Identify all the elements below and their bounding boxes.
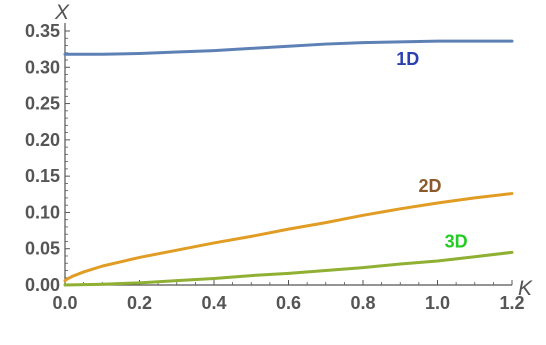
y-tick-label: 0.10 xyxy=(25,202,60,222)
series-labels: 1D 2D 3D xyxy=(396,49,467,251)
y-tick-label: 0.15 xyxy=(25,166,60,186)
x-tick-label: 1.2 xyxy=(499,293,524,313)
y-axis-label: X xyxy=(54,1,70,24)
x-tick-label: 0.4 xyxy=(201,293,226,313)
series-label-3d: 3D xyxy=(445,231,468,251)
series-line-1d xyxy=(63,39,514,56)
y-tick-label: 0.25 xyxy=(25,94,60,114)
x-axis-label: K xyxy=(518,277,533,300)
x-tick-label: 1.0 xyxy=(425,293,450,313)
series-label-2d: 2D xyxy=(419,176,442,196)
series-lines xyxy=(63,39,514,287)
x-tick-label: 0.0 xyxy=(52,293,77,313)
y-tick-label: 0.00 xyxy=(25,275,60,295)
x-tick-label: 0.8 xyxy=(350,293,375,313)
y-tick-label: 0.35 xyxy=(25,21,60,41)
y-tick-label: 0.20 xyxy=(25,130,60,150)
y-tick-label: 0.30 xyxy=(25,57,60,77)
ticks: 0.0 0.2 0.4 0.6 0.8 1.0 1.2 0.00 0.05 0.10 0.15 0.2… xyxy=(25,21,525,313)
x-tick-label: 0.6 xyxy=(276,293,301,313)
series-label-1d: 1D xyxy=(396,49,419,69)
series-line-2d xyxy=(63,192,514,283)
x-tick-label: 0.2 xyxy=(127,293,152,313)
y-tick-label: 0.05 xyxy=(25,239,60,259)
series-line-3d xyxy=(63,250,514,287)
